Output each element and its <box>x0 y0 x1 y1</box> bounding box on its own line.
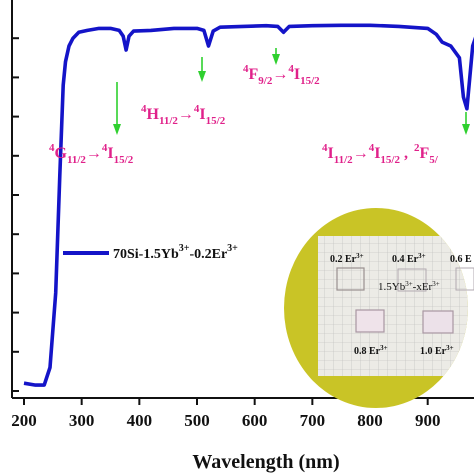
arrow-f9-icon <box>272 48 280 65</box>
inset-label-0-6: 0.6 E <box>450 254 472 265</box>
annotation-h11: 4H11/2→4I15/2 <box>141 103 226 127</box>
inset-photo: 0.2 Er3+ 0.4 Er3+ 0.6 E 1.5Yb3+-xEr3+ 0.… <box>284 208 474 408</box>
sample-0-4 <box>397 268 427 292</box>
x-tick-label: 800 <box>357 411 383 430</box>
inset-grid-paper <box>318 236 468 376</box>
x-tick-label: 700 <box>300 411 326 430</box>
sample-1-0 <box>422 310 454 334</box>
x-tick-label: 900 <box>415 411 441 430</box>
x-axis-tick-labels: 200 300 400 500 600 700 800 900 <box>11 411 440 430</box>
annotation-i11: 4I11/2→4I15/2 , 2F5/ <box>322 142 439 166</box>
inset-label-0-2: 0.2 Er3+ <box>330 252 364 265</box>
inset-label-0-8: 0.8 Er3+ <box>354 344 388 357</box>
inset-title: 1.5Yb3+-xEr3+ <box>378 280 440 293</box>
x-tick-label: 300 <box>69 411 95 430</box>
arrow-g11-icon <box>113 82 121 135</box>
legend: 70Si-1.5Yb3+-0.2Er3+ <box>63 243 238 262</box>
x-tick-label: 500 <box>184 411 210 430</box>
arrow-i11-icon <box>462 112 470 135</box>
x-tick-label: 200 <box>11 411 37 430</box>
x-axis-title: Wavelength (nm) <box>192 451 339 473</box>
legend-label: 70Si-1.5Yb3+-0.2Er3+ <box>113 243 238 262</box>
x-tick-label: 400 <box>127 411 153 430</box>
annotation-f9: 4F9/2→4I15/2 <box>243 63 320 87</box>
sample-0-8 <box>355 309 385 333</box>
inset-label-0-4: 0.4 Er3+ <box>392 252 426 265</box>
series-line <box>23 23 474 387</box>
annotation-g11: 4G11/2→4I15/2 <box>49 142 134 166</box>
sample-0-6 <box>455 267 474 291</box>
arrow-h11-icon <box>198 57 206 82</box>
absorption-arrows <box>113 48 470 135</box>
inset-label-1-0: 1.0 Er3+ <box>420 344 454 357</box>
y-axis-ticks <box>12 37 19 392</box>
sample-0-2 <box>336 267 365 291</box>
x-tick-label: 600 <box>242 411 268 430</box>
